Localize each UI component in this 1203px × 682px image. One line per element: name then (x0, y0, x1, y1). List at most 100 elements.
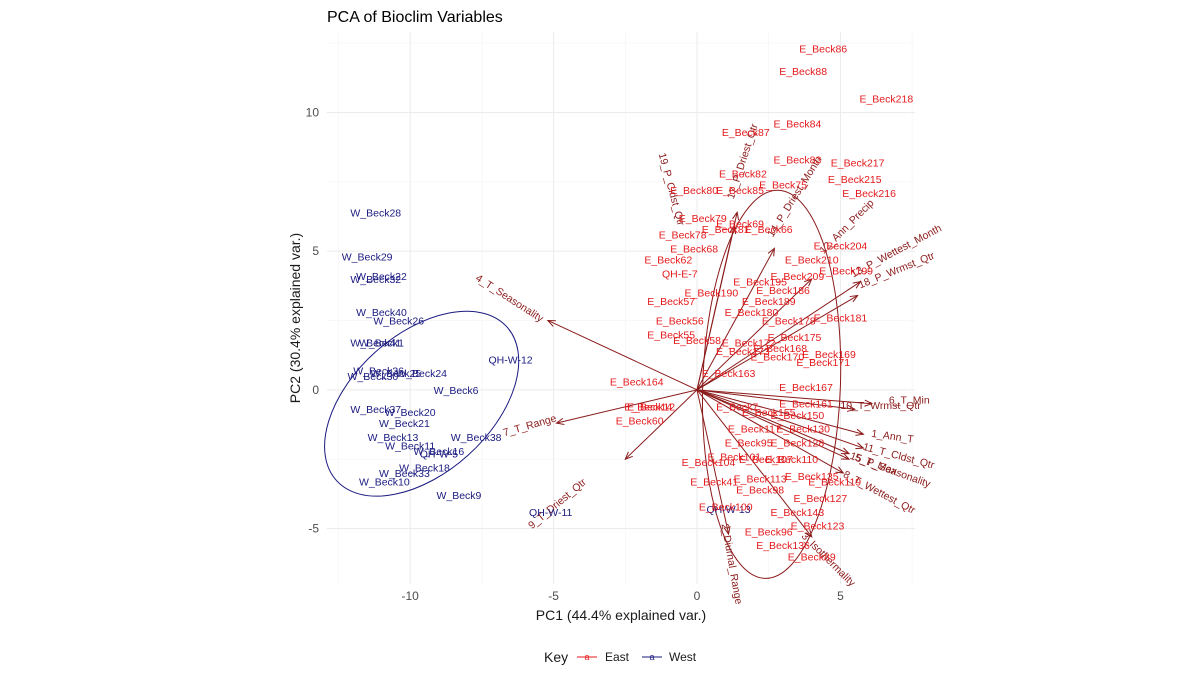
point-label-east: E_Beck172 (722, 338, 776, 350)
point-label-east: E_Beck164 (610, 377, 664, 389)
y-tick-label: -5 (308, 522, 319, 536)
legend: Key a East a West (544, 649, 697, 665)
point-label-west: W_Beck29 (342, 252, 393, 264)
point-label-east: E_Beck68 (670, 243, 718, 255)
point-label-east: E_Beck81 (702, 224, 750, 236)
loading-arrow (696, 212, 738, 390)
point-label-east: E_Beck107 (739, 454, 793, 466)
loading-arrowhead (546, 319, 556, 327)
loading-arrow (696, 278, 813, 391)
point-label-east: E_Beck190 (684, 288, 738, 300)
point-label-east: E_Beck84 (773, 119, 821, 131)
point-label-west: W_Beck30 (348, 371, 399, 383)
grid-lines (327, 32, 915, 584)
point-label-east: E_Beck110 (765, 454, 818, 466)
loading-arrowhead (841, 452, 851, 460)
point-label-east: E_Beck41 (690, 476, 738, 488)
point-label-east: E_Beck86 (799, 44, 847, 56)
loading-arrow (556, 389, 698, 424)
point-label-east: E_Beck83 (773, 155, 821, 167)
point-label-east: E_Beck215 (828, 174, 882, 186)
point-label-east: E_Beck181 (814, 313, 868, 325)
loading-arrowhead (723, 526, 731, 536)
point-label-west: W_Beck13 (368, 432, 419, 444)
point-label-west: W_Beck21 (379, 418, 430, 430)
loading-label: 1_Ann_T (871, 428, 915, 446)
point-label-east: E_Beck85 (716, 185, 764, 197)
point-label-east: E_Beck79 (679, 213, 727, 225)
point-label-east: E_Beck135 (785, 471, 839, 483)
loading-label: 6_T_Min (889, 395, 930, 407)
point-label-east: E_Beck96 (745, 526, 793, 538)
y-tick-label: 10 (306, 105, 320, 119)
point-label-east: E_Beck57 (647, 296, 695, 308)
x-tick-label: -5 (548, 589, 559, 603)
loading-arrowhead (624, 451, 633, 461)
legend-label-west: West (669, 650, 697, 664)
point-label-east: E_Beck119 (808, 476, 861, 488)
point-label-east: E_Beck80 (670, 185, 718, 197)
point-label-east: E_Beck186 (756, 285, 810, 297)
point-label-east: E_Beck128 (771, 438, 825, 450)
ellipse-east (701, 189, 842, 579)
loading-arrowhead (555, 417, 565, 425)
point-label-east: E_Beck189 (742, 296, 796, 308)
point-label-east: E_Beck14 (624, 401, 672, 413)
ellipse-west (324, 310, 520, 497)
point-label-west: W_Beck33 (379, 468, 430, 480)
point-label-east: E_Beck88 (779, 66, 827, 78)
point-label-west: W_Beck1 (359, 338, 404, 350)
loading-arrow (696, 389, 864, 449)
loading-arrow (696, 281, 861, 391)
loading-arrow (696, 389, 844, 474)
loading-arrow (696, 389, 855, 410)
loading-arrow (696, 389, 850, 455)
point-label-west: W_Beck28 (350, 207, 401, 219)
point-label-east: E_Beck216 (842, 188, 896, 200)
loading-arrow (624, 389, 698, 460)
loading-arrow (696, 248, 775, 391)
point-label-east: E_Beck127 (793, 493, 847, 505)
point-label-east: E_Beck82 (719, 168, 767, 180)
loading-arrow (547, 320, 698, 391)
point-label-east: E_Beck69 (716, 218, 764, 230)
point-label-west: W_Beck9 (436, 490, 481, 502)
point-label-east: E_Beck101 (707, 451, 761, 463)
loading-arrowhead (855, 442, 865, 450)
loading-arrowhead (804, 277, 813, 287)
y-tick-label: 5 (312, 244, 319, 258)
point-label-east: E_Beck98 (736, 485, 784, 497)
loading-arrow (696, 389, 850, 460)
point-label-east: E_Beck87 (722, 127, 770, 139)
point-label-east: E_Beck173 (716, 346, 770, 358)
point-label-west: QH-W-5 (420, 449, 458, 461)
legend-key-west: a (642, 652, 662, 662)
point-label-east: E_Beck55 (647, 329, 695, 341)
loading-arrowhead (835, 466, 845, 474)
chart-title: PCA of Bioclim Variables (327, 9, 503, 26)
loading-arrowhead (846, 404, 857, 412)
loading-arrow (696, 389, 813, 538)
point-label-west: W_Beck40 (356, 307, 407, 319)
y-tick-label: 0 (312, 383, 319, 397)
point-label-east: E_Beck7 (716, 401, 758, 413)
point-label-east: E_Beck169 (802, 349, 856, 361)
point-label-west: W_Beck25 (370, 368, 421, 380)
point-label-east: E_Beck171 (796, 357, 850, 369)
loading-arrow (696, 389, 864, 435)
x-tick-label: 0 (694, 589, 701, 603)
point-label-east: E_Beck95 (725, 438, 773, 450)
point-label-west: W_Beck36 (353, 365, 404, 377)
loading-arrow (696, 389, 730, 535)
point-label-east: E_Beck209 (771, 271, 825, 283)
point-label-east: E_Beck175 (768, 332, 822, 344)
point-label-west: W_Beck32 (350, 274, 401, 286)
point-label-east: E_Beck58 (673, 335, 721, 347)
loading-arrowhead (852, 280, 862, 289)
point-label-east: E_Beck167 (779, 382, 833, 394)
point-label-east: E_Beck204 (814, 241, 868, 253)
point-label-east: E_Beck199 (819, 266, 873, 278)
point-label-east: E_Beck143 (771, 507, 825, 519)
point-label-east: E_Beck136 (756, 540, 810, 552)
